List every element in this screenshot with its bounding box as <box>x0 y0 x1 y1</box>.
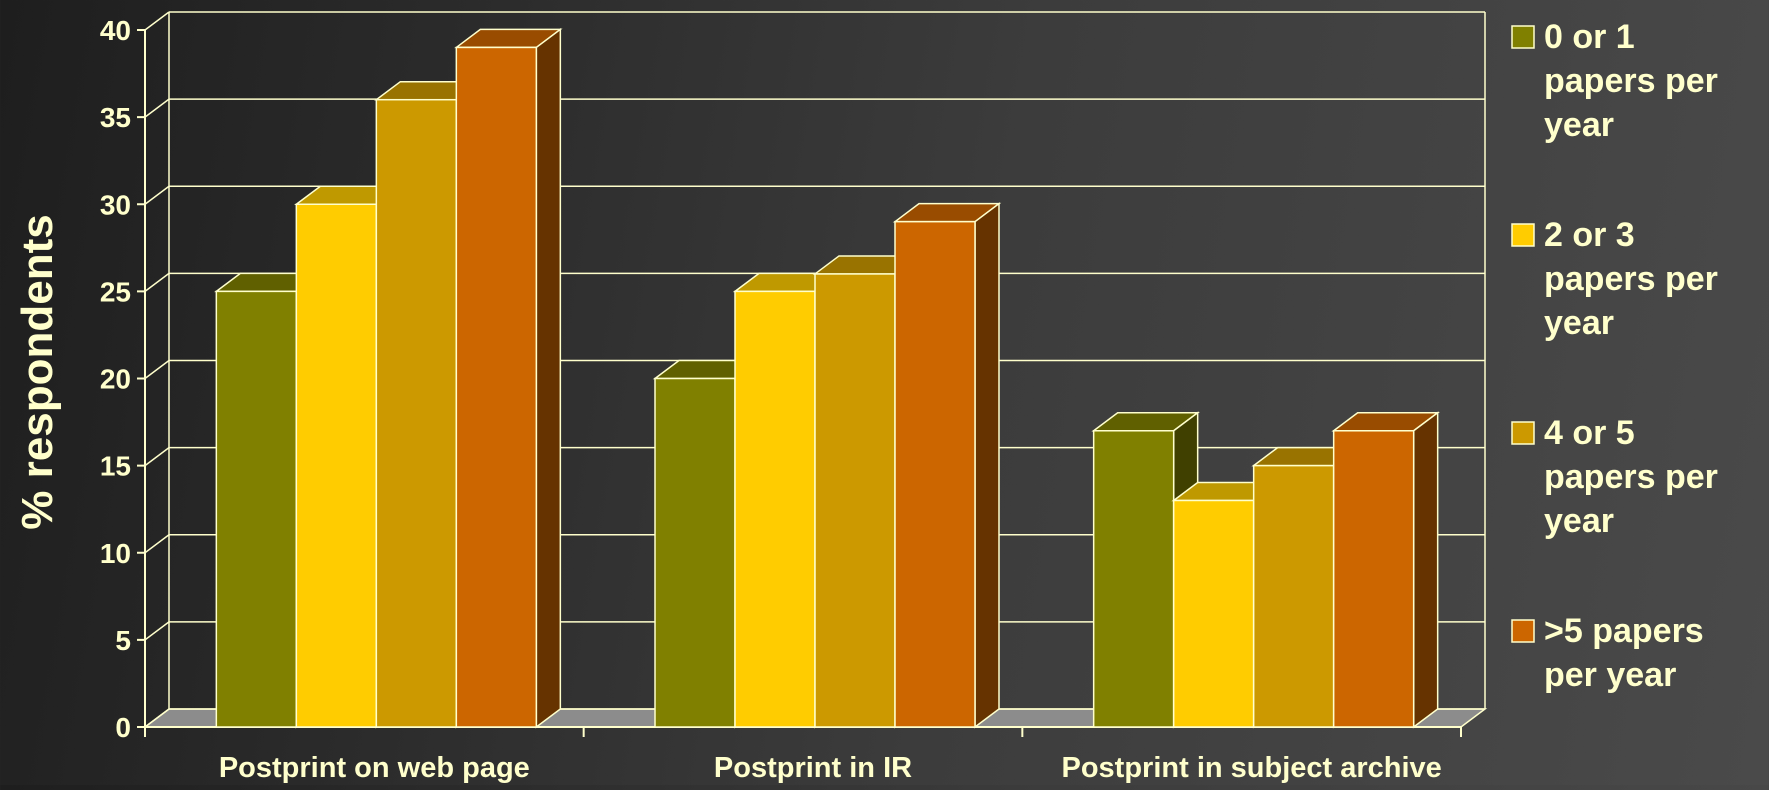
y-tick-label: 40 <box>100 15 131 46</box>
y-tick-label: 20 <box>100 364 131 395</box>
legend-item: 0 or 1 papers per year <box>1511 18 1718 144</box>
legend-swatch <box>1511 25 1535 49</box>
gridline-diagonal <box>144 621 170 641</box>
bar-front <box>1092 430 1175 728</box>
gridline-diagonal <box>144 185 170 205</box>
x-tick-label: Postprint in subject archive <box>1062 752 1442 784</box>
legend: 0 or 1 papers per year 2 or 3 papers per year… <box>1511 18 1718 694</box>
bar-front <box>814 273 896 728</box>
bar-front <box>1332 430 1415 728</box>
bar-front <box>654 377 736 728</box>
y-tick-label: 30 <box>100 189 131 220</box>
bar-front <box>1252 464 1335 728</box>
bar-front <box>734 290 816 728</box>
bars <box>214 27 1440 729</box>
bar-front <box>215 290 298 728</box>
y-tick-label: 15 <box>100 451 131 482</box>
gridline-diagonal <box>144 447 170 467</box>
x-tick-label: Postprint in IR <box>714 752 912 784</box>
bar <box>454 27 563 729</box>
y-axis: 0 5 10 15 20 25 30 35 40 <box>100 15 146 743</box>
y-tick-label: 0 <box>115 712 131 743</box>
legend-item: 2 or 3 papers per year <box>1511 216 1718 342</box>
gridline-diagonal <box>144 708 170 728</box>
gridline-diagonal <box>144 98 170 118</box>
y-tick-label: 35 <box>100 102 131 133</box>
legend-swatch <box>1511 223 1535 247</box>
bar <box>892 202 1002 729</box>
legend-item: >5 papers per year <box>1511 612 1704 694</box>
y-axis-title: % respondents <box>13 214 62 529</box>
bar-side <box>535 27 562 729</box>
bar-front <box>375 98 458 728</box>
y-tick-label: 10 <box>100 538 131 569</box>
gridline-diagonal <box>144 359 170 380</box>
legend-swatch <box>1511 619 1535 643</box>
gridline-diagonal <box>144 11 170 31</box>
gridline-diagonal <box>144 534 170 554</box>
gridline-diagonal <box>144 272 170 292</box>
legend-label: papers per <box>1544 458 1718 496</box>
bar-side <box>1412 411 1439 729</box>
bar-front <box>1172 499 1255 728</box>
legend-label: per year <box>1544 656 1676 694</box>
legend-item: 4 or 5 papers per year <box>1511 414 1718 540</box>
bar-front <box>894 220 976 728</box>
legend-label: >5 papers <box>1544 612 1704 650</box>
bar-front <box>295 203 378 728</box>
legend-label: papers per <box>1544 62 1718 100</box>
legend-label: year <box>1544 106 1614 144</box>
bar-front <box>455 46 538 728</box>
x-axis: Postprint on web page Postprint in IR Post… <box>144 726 1462 784</box>
legend-label: 4 or 5 <box>1544 414 1635 452</box>
legend-label: 2 or 3 <box>1544 216 1635 254</box>
legend-swatch <box>1511 421 1535 445</box>
y-tick-label: 25 <box>100 276 131 307</box>
legend-label: 0 or 1 <box>1544 18 1635 56</box>
legend-label: papers per <box>1544 260 1718 298</box>
legend-label: year <box>1544 304 1614 342</box>
legend-label: year <box>1544 502 1614 540</box>
bar-side <box>974 202 1000 729</box>
y-tick-label: 5 <box>115 625 131 656</box>
bar <box>1331 411 1440 729</box>
x-tick-label: Postprint on web page <box>219 752 530 784</box>
